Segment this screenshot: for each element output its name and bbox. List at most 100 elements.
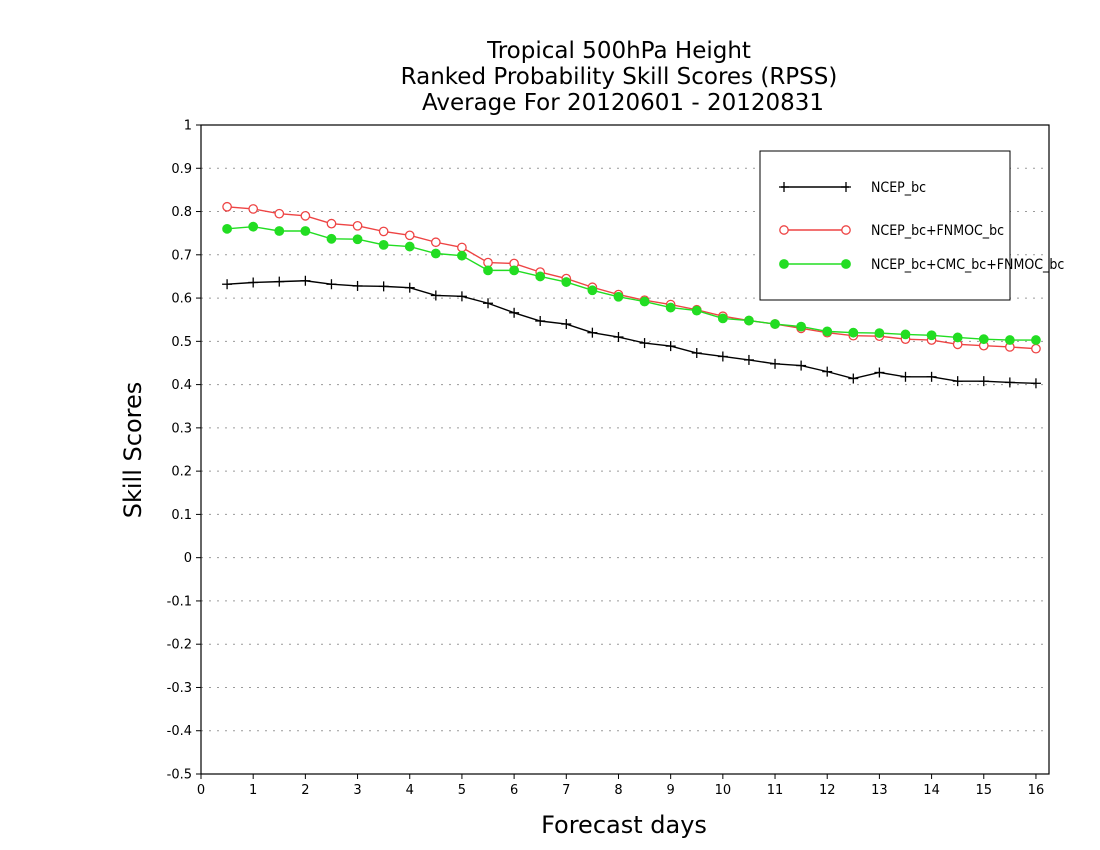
chart-title: Tropical 500hPa Height Ranked Probabilit… — [401, 38, 838, 116]
plot-area-frame — [200, 124, 1050, 775]
ncep-bc-point — [222, 279, 233, 290]
series-layer — [222, 201, 1041, 389]
ncep-cmc-fnmoc-point — [587, 285, 598, 296]
ncep-bc-point — [822, 366, 833, 377]
ncep-bc-series — [222, 275, 1041, 389]
ncep-bc-point — [978, 376, 989, 387]
ncep-bc-point — [639, 338, 650, 349]
ncep-cmc-fnmoc-point — [352, 234, 363, 245]
ncep-bc-point — [1030, 378, 1041, 389]
ncep-cmc-fnmoc-point — [874, 328, 885, 339]
ncep-bc-point — [326, 279, 337, 290]
x-tick-label: 5 — [458, 783, 466, 798]
x-tick-label: 13 — [871, 783, 888, 798]
ncep-bc-point — [430, 290, 441, 301]
ncep-bc-point — [300, 275, 311, 286]
legend: NCEP_bc NCEP_bc+FNMOC_bc NCEP_bc+CMC_bc+FN… — [759, 150, 1064, 301]
y-tick-label: 0.7 — [171, 248, 192, 263]
y-axis-label: Skill Scores — [119, 382, 147, 519]
ncep-cmc-fnmoc-point — [717, 313, 728, 324]
y-tick-label: -0.4 — [167, 724, 192, 739]
x-tick-label: 6 — [510, 783, 518, 798]
x-tick-label: 8 — [614, 783, 622, 798]
legend-label: NCEP_bc+FNMOC_bc — [871, 223, 1004, 239]
title-line-1: Tropical 500hPa Height — [486, 38, 751, 64]
legend-label: NCEP_bc — [871, 180, 926, 196]
ncep-bc-point — [717, 351, 728, 362]
ncep-cmc-fnmoc-point — [926, 330, 937, 341]
x-tick-label: 7 — [562, 783, 570, 798]
y-tick-label: 0.8 — [171, 205, 192, 220]
ncep-bc-point — [900, 371, 911, 382]
ncep-bc-point — [926, 371, 937, 382]
ncep-cmc-fnmoc-point — [978, 334, 989, 345]
ncep-cmc-fnmoc-point — [613, 291, 624, 302]
legend-ncep-cmc-fnmoc-point — [779, 259, 789, 269]
y-tick-label: 1 — [184, 119, 192, 134]
y-tick-label: 0.5 — [171, 335, 192, 350]
legend-ncep-fnmoc-point — [841, 225, 851, 235]
y-tick-label: 0.6 — [171, 292, 192, 307]
ncep-cmc-fnmoc-point — [796, 321, 807, 332]
ncep-bc-point — [691, 348, 702, 359]
ncep-bc-point — [378, 281, 389, 292]
legend-label: NCEP_bc+CMC_bc+FNMOC_bc — [871, 257, 1064, 273]
ncep-fnmoc-point — [430, 237, 441, 248]
y-tick-label: 0.1 — [171, 508, 192, 523]
ncep-cmc-fnmoc-point — [222, 223, 232, 234]
ncep-fnmoc-point — [457, 242, 467, 253]
ncep-cmc-fnmoc-point — [561, 277, 572, 287]
y-tick-label: 0 — [184, 551, 192, 566]
ncep-fnmoc-point — [352, 220, 363, 231]
title-line-3: Average For 20120601 - 20120831 — [422, 90, 824, 116]
y-tick-label: -0.3 — [167, 681, 192, 696]
y-tick-label: -0.5 — [167, 768, 192, 783]
x-tick-label: 14 — [923, 783, 940, 798]
ncep-cmc-fnmoc-point — [274, 226, 285, 236]
ncep-bc-point — [874, 367, 885, 378]
ncep-cmc-fnmoc-point — [326, 233, 337, 244]
ncep-cmc-fnmoc-point — [1031, 335, 1041, 345]
ncep-cmc-fnmoc-point — [691, 305, 702, 316]
ncep-bc-point — [665, 341, 676, 352]
ncep-bc-point — [483, 298, 494, 309]
ncep-cmc-fnmoc-point — [848, 327, 859, 338]
x-tick-label: 11 — [767, 783, 784, 798]
ncep-cmc-fnmoc-point — [665, 302, 676, 313]
axis-ticks: -0.5 -0.4 -0.3 -0.2 -0.1 0 0.1 0.2 0.3 0.4 0.5 0.6 0… — [167, 119, 1045, 799]
ncep-cmc-fnmoc-series — [222, 221, 1041, 345]
ncep-cmc-fnmoc-point — [639, 296, 650, 307]
ncep-fnmoc-point — [300, 211, 311, 221]
ncep-cmc-fnmoc-point — [952, 332, 963, 343]
ncep-fnmoc-point — [248, 204, 259, 214]
ncep-fnmoc-point — [404, 230, 415, 241]
x-tick-label: 10 — [715, 783, 732, 798]
ncep-cmc-fnmoc-point — [509, 265, 520, 276]
grid-lines — [201, 167, 1049, 732]
x-tick-label: 3 — [353, 783, 361, 798]
ncep-cmc-fnmoc-point — [404, 241, 415, 252]
y-tick-label: 0.3 — [171, 421, 192, 436]
ncep-fnmoc-point — [326, 218, 337, 229]
ncep-bc-point — [796, 360, 807, 371]
ncep-fnmoc-point — [222, 201, 232, 212]
title-line-2: Ranked Probability Skill Scores (RPSS) — [401, 64, 838, 90]
y-tick-label: 0.2 — [171, 465, 192, 480]
y-tick-label: 0.9 — [171, 162, 192, 177]
ncep-bc-point — [952, 376, 963, 387]
ncep-fnmoc-point — [274, 208, 285, 219]
x-tick-label: 4 — [406, 783, 414, 798]
legend-ncep-cmc-fnmoc-point — [841, 259, 851, 269]
ncep-cmc-fnmoc-point — [457, 250, 467, 261]
ncep-bc-point — [613, 332, 624, 343]
ncep-bc-point — [770, 358, 781, 369]
ncep-cmc-fnmoc-point — [483, 265, 493, 276]
ncep-bc-point — [248, 277, 259, 288]
ncep-fnmoc-point — [1031, 343, 1041, 354]
ncep-fnmoc-point — [378, 226, 389, 237]
ncep-cmc-fnmoc-point — [744, 315, 754, 326]
ncep-bc-point — [352, 280, 363, 291]
x-tick-label: 2 — [301, 783, 309, 798]
ncep-cmc-fnmoc-point — [535, 271, 546, 282]
